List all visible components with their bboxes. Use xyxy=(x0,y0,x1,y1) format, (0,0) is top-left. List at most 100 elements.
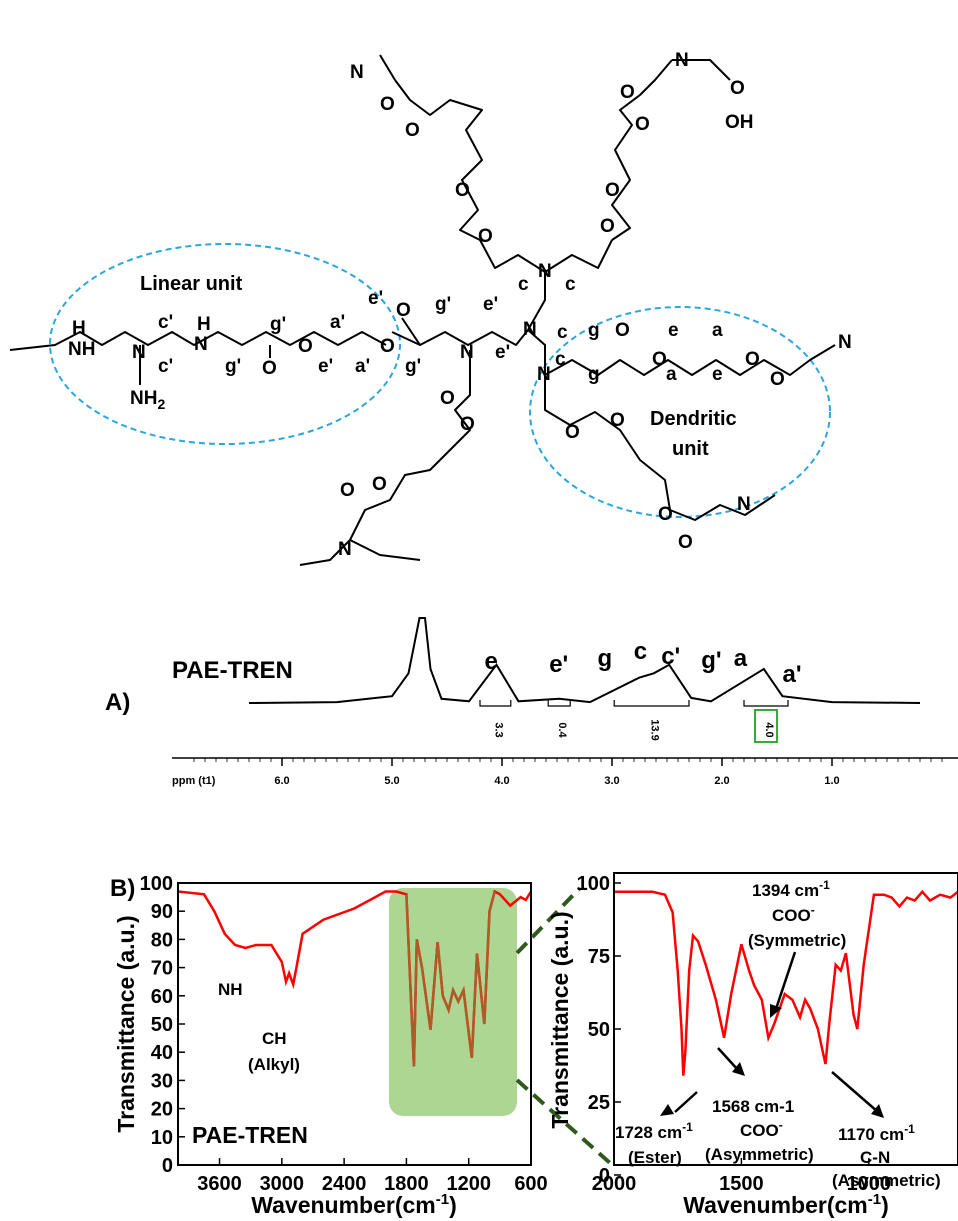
nmr-integral-value: 0.4 xyxy=(556,722,568,738)
dendritic-unit-label-1: Dendritic xyxy=(650,408,737,430)
ir-right-panel: 2000 1500 1000 0 25 50 75 100 Wavenumber(cm-1)… xyxy=(547,872,958,1218)
atom-oh: OH xyxy=(725,112,754,133)
atom-n-linear: N xyxy=(132,342,146,363)
ir-left-xtick-label: 1800 xyxy=(384,1173,429,1195)
letter-c-3: c xyxy=(557,322,568,343)
ir-left-ytick-label: 20 xyxy=(151,1099,173,1121)
nmr-integral-bracket xyxy=(547,700,571,707)
ir-left-xlabel: Wavenumber(cm-1) xyxy=(251,1191,457,1218)
ann-1170-arrow xyxy=(831,1071,879,1113)
nmr-tick-label: 2.0 xyxy=(714,775,729,787)
nmr-tick-label: 3.0 xyxy=(604,775,619,787)
ir-ch-label: CH xyxy=(262,1029,287,1048)
ann-1394-coo: COO- xyxy=(772,903,815,925)
ir-left-ytick-label: 0 xyxy=(162,1155,173,1177)
ir-right-xtick-label: 1000 xyxy=(847,1173,892,1195)
ir-left-ytick-label: 30 xyxy=(151,1070,173,1092)
letter-c-1: c xyxy=(518,274,529,295)
ann-1728-arrow xyxy=(674,1091,698,1113)
nmr-peak-label: a xyxy=(734,645,748,672)
letter-e-2: e xyxy=(712,364,723,385)
atom-o-14: O xyxy=(615,320,630,341)
atom-o-1: O xyxy=(262,358,277,379)
atom-n-bottom-right: N xyxy=(737,494,751,515)
atom-h-2: H xyxy=(197,314,211,335)
atom-n-2: N xyxy=(194,334,208,355)
atom-o-5: O xyxy=(478,226,493,247)
nmr-integral-value: 13.9 xyxy=(649,719,661,740)
nmr-tick-label: 5.0 xyxy=(384,775,399,787)
ir-left-ytick-label: 50 xyxy=(151,1014,173,1036)
ann-1568-arrow xyxy=(717,1047,739,1071)
ir-right-xtick-label: 1500 xyxy=(719,1173,764,1195)
nmr-peak-label: g' xyxy=(701,647,721,674)
atom-n-upper: N xyxy=(538,261,552,282)
nmr-spectrum-line xyxy=(248,617,921,704)
ann-1170-asym: (Asymmetric) xyxy=(832,1171,941,1190)
dendritic-unit-ring xyxy=(529,306,831,518)
ann-1170-arrowhead xyxy=(871,1104,884,1118)
letter-c-prime-1: c' xyxy=(158,312,173,333)
letter-a-2: a xyxy=(712,320,723,341)
ir-left-sample-label: PAE-TREN xyxy=(192,1122,308,1148)
nmr-peak-label: c' xyxy=(661,643,680,670)
letter-a-prime-1: a' xyxy=(330,312,345,333)
nmr-peak-label: g xyxy=(598,645,613,672)
letter-e-prime-3: e' xyxy=(483,294,498,315)
atom-o-7: O xyxy=(600,216,615,237)
ir-left-xtick-label: 3600 xyxy=(197,1173,242,1195)
nmr-peak-label: e xyxy=(485,648,498,675)
letter-c-4: c xyxy=(555,349,566,370)
ir-left-xtick-label: 1200 xyxy=(446,1173,491,1195)
ir-panel-label: B) xyxy=(110,875,135,902)
atom-o-20: O xyxy=(658,504,673,525)
ir-left-xtick-label: 2400 xyxy=(322,1173,367,1195)
ir-right-ytick-label: 25 xyxy=(588,1092,610,1114)
ir-right-frame xyxy=(613,872,958,1166)
ann-1568-arrowhead xyxy=(732,1062,745,1076)
nmr-integral-bracket xyxy=(479,700,512,707)
atom-h: H xyxy=(72,318,86,339)
ir-right-yticks: 0 25 50 75 100 xyxy=(577,873,621,1187)
ir-left-ytick-label: 60 xyxy=(151,986,173,1008)
atom-o-23: O xyxy=(460,414,475,435)
ir-right-ytick-label: 0 xyxy=(599,1165,610,1187)
letter-e-1: e xyxy=(668,320,679,341)
atom-o-16: O xyxy=(745,349,760,370)
zoom-connector-top xyxy=(515,886,582,955)
nmr-integrals: 3.3 0.4 13.9 4.0 xyxy=(479,700,789,743)
atom-n-top-left: N xyxy=(350,62,364,83)
atom-o-2: O xyxy=(298,336,313,357)
linear-unit-label: Linear unit xyxy=(140,273,243,295)
ir-left-xtick-label: 600 xyxy=(514,1173,547,1195)
ir-left-ytick-label: 40 xyxy=(151,1042,173,1064)
letter-g-prime-2: g' xyxy=(270,314,286,335)
atom-o-4: O xyxy=(396,300,411,321)
nmr-panel: PAE-TREN A) e e' g c c' g' a a' 3.3 0.4 13.9 4.0 6… xyxy=(105,617,958,787)
atom-o-9: O xyxy=(380,94,395,115)
atom-nh: NH xyxy=(68,339,95,360)
ir-highlight-box xyxy=(389,888,517,1116)
atom-o-10: O xyxy=(405,120,420,141)
ir-right-ytick-label: 100 xyxy=(577,873,610,895)
atom-o-11: O xyxy=(620,82,635,103)
structure-text: Linear unit Dendritic unit H NH N H N NH… xyxy=(68,50,852,560)
nmr-peak-label: c xyxy=(634,638,647,665)
ir-left-ytick-label: 100 xyxy=(140,873,173,895)
nmr-tick-label: 6.0 xyxy=(274,775,289,787)
atom-nh2: NH2 xyxy=(130,388,165,412)
ir-left-panel: B) 3600 3000 2400 1800 1200 600 0 10 20 30 40 50 60… xyxy=(110,873,548,1218)
ann-1728-number: 1728 cm-1 xyxy=(615,1120,693,1142)
atom-o-15: O xyxy=(652,349,667,370)
ir-alkyl-label: (Alkyl) xyxy=(248,1055,300,1074)
atom-o-17: O xyxy=(770,369,785,390)
letter-g-prime-4: g' xyxy=(405,356,421,377)
atom-n-core-left: N xyxy=(460,342,474,363)
letter-a-prime-2: a' xyxy=(355,356,370,377)
ir-left-ytick-label: 70 xyxy=(151,958,173,980)
ann-1170-cn: C-N xyxy=(860,1148,890,1167)
dendritic-unit-label-2: unit xyxy=(672,438,709,460)
nmr-peak-label: e' xyxy=(549,651,568,678)
letter-c-prime-2: c' xyxy=(158,356,173,377)
